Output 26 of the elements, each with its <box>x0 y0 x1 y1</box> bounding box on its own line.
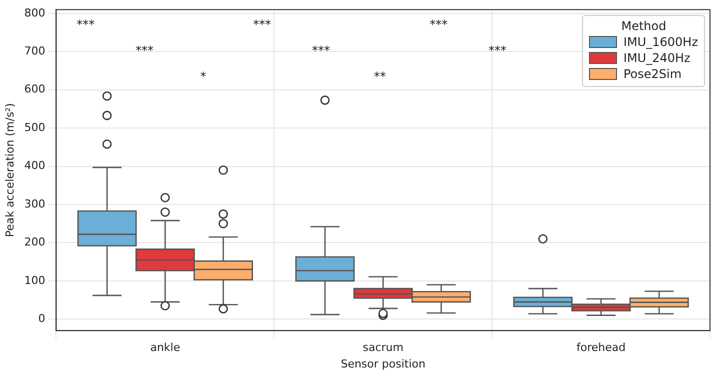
annotation: *** <box>253 18 272 32</box>
y-tick-label: 400 <box>24 159 46 172</box>
annotation: *** <box>312 44 330 58</box>
annotation: *** <box>430 18 448 32</box>
legend-title: Method <box>620 18 668 33</box>
x-tick-label: ankle <box>150 341 180 354</box>
x-axis-title: Sensor position <box>340 357 426 370</box>
y-tick-label: 100 <box>24 274 46 287</box>
legend-label: IMU_1600Hz <box>623 34 698 49</box>
y-tick-label: 300 <box>24 197 46 210</box>
annotation: ** <box>374 70 386 84</box>
annotation: *** <box>488 44 507 58</box>
annotation: *** <box>76 18 95 32</box>
x-tick-label: forehead <box>576 341 626 354</box>
y-tick-label: 700 <box>24 44 46 58</box>
y-tick-label: 200 <box>24 236 46 249</box>
y-tick-label: 0 <box>38 312 46 325</box>
legend-label: Pose2Sim <box>623 66 682 81</box>
legend-label: IMU_240Hz <box>623 50 690 65</box>
x-tick-label: sacrum <box>362 341 404 354</box>
y-tick-label: 800 <box>24 6 46 20</box>
y-tick-label: 600 <box>24 82 46 96</box>
y-tick-label: 500 <box>24 120 46 134</box>
y-axis-title: Peak acceleration (m/s²) <box>3 103 16 238</box>
annotation: * <box>200 70 206 84</box>
annotation: *** <box>135 44 154 58</box>
